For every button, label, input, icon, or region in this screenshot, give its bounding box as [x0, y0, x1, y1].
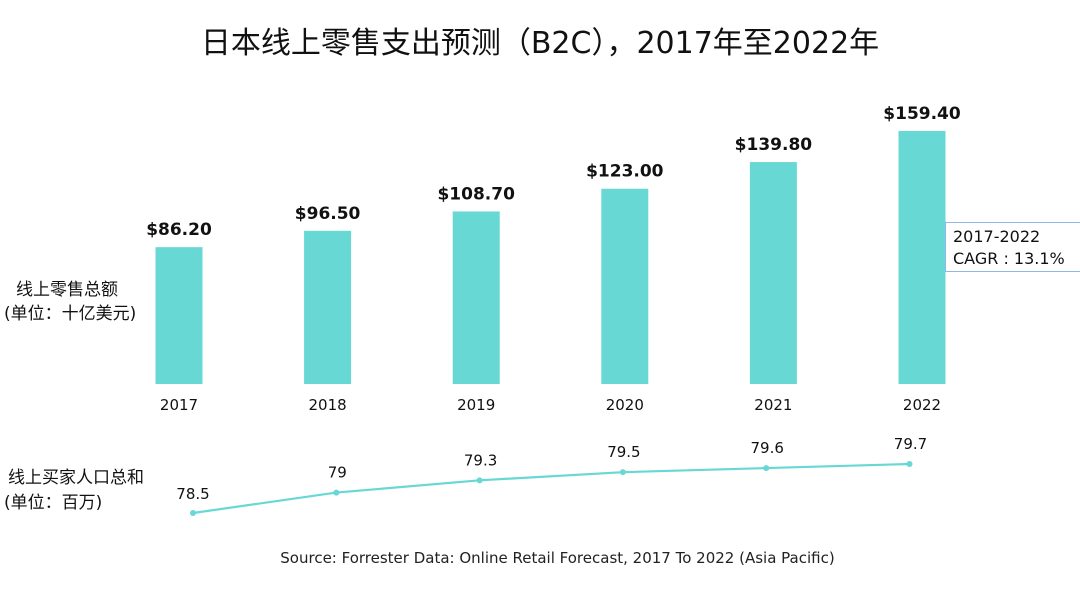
line-point-2022 [906, 461, 913, 467]
bar-2019 [452, 211, 500, 384]
x-tick-label-2020: 2020 [606, 396, 644, 414]
line-value-label-2019: 79.3 [464, 451, 497, 469]
line-point-2018 [333, 489, 340, 496]
bar-y-axis-label-line-2: (单位：十亿美元) [4, 304, 137, 324]
line-y-axis-label-line-2: (单位：百万) [4, 493, 103, 513]
bar-y-axis-label: 线上零售总额 (单位：十亿美元) [4, 278, 164, 326]
x-tick-label-2021: 2021 [754, 396, 792, 414]
cagr-period: 2017-2022 [953, 227, 1041, 246]
cagr-annotation: 2017-2022 CAGR : 13.1% [945, 222, 1080, 272]
bar-value-label-2022: $159.40 [883, 104, 961, 124]
bar-value-label-2017: $86.20 [146, 220, 212, 240]
line-point-2019 [476, 477, 483, 484]
bar-value-label-2020: $123.00 [586, 162, 664, 182]
buyer-population-line [192, 462, 910, 515]
source-note: Source: Forrester Data: Online Retail Fo… [280, 549, 835, 567]
line-y-axis-label: 线上买家人口总和 (单位：百万) [4, 466, 178, 516]
line-value-label-2020: 79.5 [607, 443, 640, 461]
cagr-value: CAGR : 13.1% [953, 249, 1065, 268]
line-point-2021 [763, 465, 770, 472]
x-tick-label-2022: 2022 [903, 396, 941, 414]
line-value-label-2018: 79 [328, 464, 347, 482]
line-value-label-2021: 79.6 [750, 439, 783, 457]
bar-2020 [601, 188, 649, 384]
line-value-label-2017: 78.5 [176, 485, 209, 503]
bar-2021 [749, 162, 797, 384]
bar-2022 [898, 130, 946, 384]
bar-value-label-2018: $96.50 [295, 204, 361, 224]
bar-value-label-2021: $139.80 [735, 135, 813, 155]
bar-2017 [155, 247, 203, 384]
line-point-2020 [619, 469, 626, 476]
line-point-2017 [190, 510, 196, 516]
line-value-label-2022: 79.7 [894, 435, 927, 453]
chart-title: 日本线上零售支出预测（B2C），2017年至2022年 [200, 26, 880, 61]
x-tick-label-2018: 2018 [309, 396, 347, 414]
x-tick-label-2017: 2017 [160, 396, 198, 414]
bar-value-label-2019: $108.70 [437, 184, 515, 204]
bar-y-axis-label-line-1: 线上零售总额 [16, 280, 118, 300]
bar-2018 [304, 230, 352, 384]
line-y-axis-label-line-1: 线上买家人口总和 [8, 468, 144, 488]
x-tick-label-2019: 2019 [457, 396, 495, 414]
